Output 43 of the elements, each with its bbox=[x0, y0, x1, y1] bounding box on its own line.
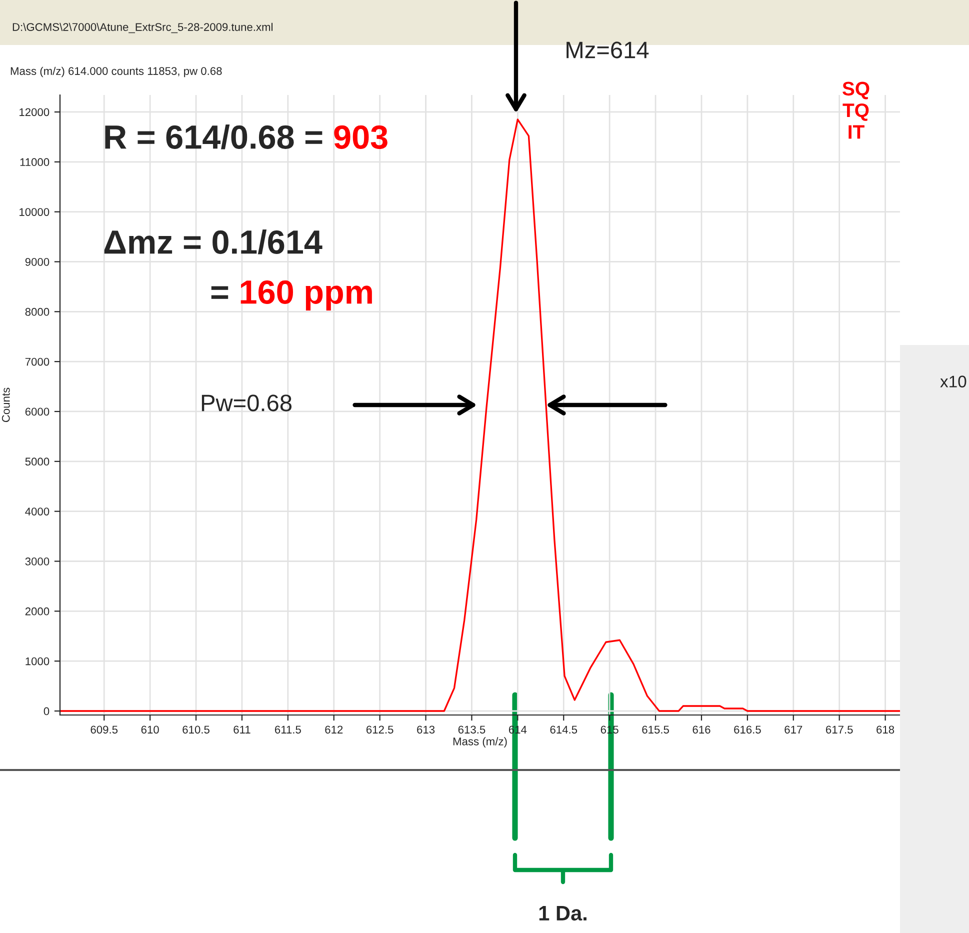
y-tick-label: 7000 bbox=[25, 358, 50, 366]
y-axis-title: Counts bbox=[2, 388, 10, 422]
x-tick-label: 618 bbox=[876, 726, 894, 734]
x-tick-label: 616.5 bbox=[734, 726, 761, 734]
x-tick-label: 613 bbox=[417, 726, 435, 734]
x-tick-label: 609.5 bbox=[90, 726, 118, 734]
y-tick-label: 10000 bbox=[20, 208, 50, 216]
text: D:\GCMS\2\7000\Atune_ExtrSrc_5-28-2009.tune.xml bbox=[12, 22, 272, 34]
x-tick-label: 610.5 bbox=[182, 726, 210, 734]
y-tick-label: 11000 bbox=[20, 158, 50, 166]
annotation: 903 bbox=[334, 125, 388, 149]
x-tick-label: 615.5 bbox=[642, 726, 669, 734]
x-tick-label: 611 bbox=[234, 726, 250, 734]
text: Mz=614 bbox=[566, 42, 649, 58]
x-tick-label: 614.5 bbox=[550, 726, 578, 734]
x-tick-label: 617 bbox=[784, 726, 802, 734]
x-tick-label: 610 bbox=[141, 726, 159, 734]
y-tick-label: 2000 bbox=[25, 607, 50, 616]
y-tick-label: 9000 bbox=[25, 258, 50, 266]
y-tick-label: 5000 bbox=[25, 458, 50, 466]
y-tick-label: 1000 bbox=[26, 657, 50, 666]
text: x10 bbox=[940, 376, 966, 388]
y-tick-label: 8000 bbox=[25, 308, 50, 316]
annotation: 160 ppm bbox=[240, 280, 372, 311]
chart-title: Mass (m/z) 614.000 counts 11853, pw 0.68 bbox=[10, 66, 222, 78]
x-tick-label: 612.5 bbox=[366, 726, 394, 734]
y-tick-label: 4000 bbox=[25, 508, 50, 516]
x-tick-label: 612 bbox=[325, 726, 343, 734]
y-tick-label: 12000 bbox=[20, 108, 50, 116]
x-axis-title: Mass (m/z) bbox=[453, 737, 507, 748]
y-tick-label: 3000 bbox=[25, 558, 50, 566]
x-tick-label: 613.5 bbox=[458, 726, 486, 734]
annotation: = bbox=[211, 286, 228, 299]
x-tick-label: 611.5 bbox=[274, 726, 301, 734]
x-tick-label: 616 bbox=[692, 726, 710, 734]
text: 1 Da. bbox=[539, 906, 586, 921]
y-tick-label: 0 bbox=[44, 707, 50, 716]
x-tick-label: 617.5 bbox=[826, 726, 853, 734]
annotation: SQ TQ IT bbox=[842, 82, 870, 139]
annotation: Pw=0.68 bbox=[202, 394, 292, 412]
annotation: Δmz = 0.1/614 bbox=[104, 229, 322, 254]
annotation: R = 614/0.68 = bbox=[105, 124, 322, 150]
y-tick-label: 6000 bbox=[25, 408, 50, 416]
